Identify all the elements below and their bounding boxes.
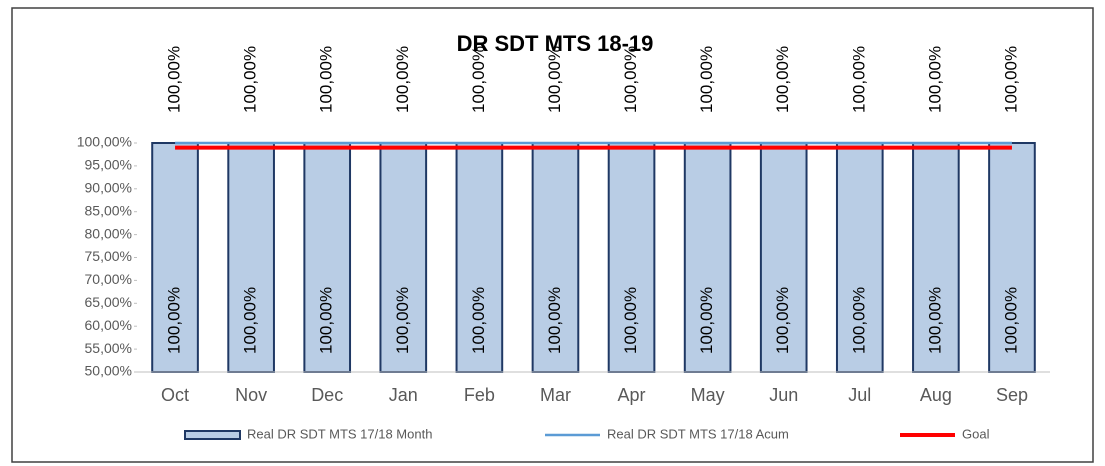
- x-tick-label: Mar: [540, 385, 571, 405]
- x-tick-label: Feb: [464, 385, 495, 405]
- bar-value-label: 100,00%: [773, 287, 792, 354]
- x-tick-label: Sep: [996, 385, 1028, 405]
- bar-value-label: 100,00%: [317, 287, 336, 354]
- bar-value-label: 100,00%: [1001, 287, 1020, 354]
- y-tick-label: 95,00%: [85, 157, 132, 173]
- line-value-label: 100,00%: [925, 46, 944, 113]
- bar-value-label: 100,00%: [393, 287, 412, 354]
- y-tick-label: 70,00%: [85, 271, 132, 287]
- bar-value-label: 100,00%: [849, 287, 868, 354]
- y-tick-label: 80,00%: [85, 225, 132, 241]
- legend-label: Real DR SDT MTS 17/18 Month: [247, 426, 432, 441]
- bar: [227, 142, 275, 373]
- x-tick-label: Jul: [848, 385, 871, 405]
- bar-value-label: 100,00%: [545, 287, 564, 354]
- bar: [607, 142, 656, 373]
- legend-label: Goal: [962, 426, 990, 441]
- bar: [379, 142, 428, 373]
- y-tick-label: 100,00%: [77, 134, 132, 150]
- x-tick-label: Oct: [161, 385, 189, 405]
- x-tick-label: Dec: [311, 385, 343, 405]
- bar-value-label: 100,00%: [925, 287, 944, 354]
- line-value-label: 100,00%: [545, 46, 564, 113]
- legend-label: Real DR SDT MTS 17/18 Acum: [607, 426, 789, 441]
- bar: [683, 142, 732, 373]
- x-tick-label: Jun: [769, 385, 798, 405]
- x-tick-label: Aug: [920, 385, 952, 405]
- line-value-label: 100,00%: [773, 46, 792, 113]
- line-value-label: 100,00%: [1001, 46, 1020, 113]
- bar: [455, 142, 504, 373]
- y-tick-label: 50,00%: [85, 363, 132, 379]
- line-value-label: 100,00%: [317, 46, 336, 113]
- bar: [531, 142, 580, 373]
- bar: [912, 142, 960, 373]
- x-tick-label: May: [691, 385, 725, 405]
- line-value-label: 100,00%: [241, 46, 260, 113]
- line-value-label: 100,00%: [393, 46, 412, 113]
- y-tick-label: 60,00%: [85, 317, 132, 333]
- y-tick-label: 90,00%: [85, 180, 132, 196]
- line-value-label: 100,00%: [165, 46, 184, 113]
- bar: [759, 142, 808, 373]
- bar-value-label: 100,00%: [469, 287, 488, 354]
- bar: [303, 142, 352, 373]
- bar-value-label: 100,00%: [165, 287, 184, 354]
- x-tick-label: Apr: [618, 385, 646, 405]
- line-value-label: 100,00%: [849, 46, 868, 113]
- y-tick-label: 75,00%: [85, 248, 132, 264]
- bar-value-label: 100,00%: [697, 287, 716, 354]
- x-tick-label: Nov: [235, 385, 267, 405]
- legend-swatch: [184, 430, 241, 440]
- line-value-label: 100,00%: [621, 46, 640, 113]
- x-tick-label: Jan: [389, 385, 418, 405]
- bar: [151, 142, 199, 373]
- y-tick-label: 55,00%: [85, 340, 132, 356]
- line-value-label: 100,00%: [469, 46, 488, 113]
- bar-value-label: 100,00%: [621, 287, 640, 354]
- chart-title: DR SDT MTS 18-19: [457, 31, 654, 56]
- line-value-label: 100,00%: [697, 46, 716, 113]
- bar-value-label: 100,00%: [241, 287, 260, 354]
- y-tick-label: 65,00%: [85, 294, 132, 310]
- y-tick-label: 85,00%: [85, 202, 132, 218]
